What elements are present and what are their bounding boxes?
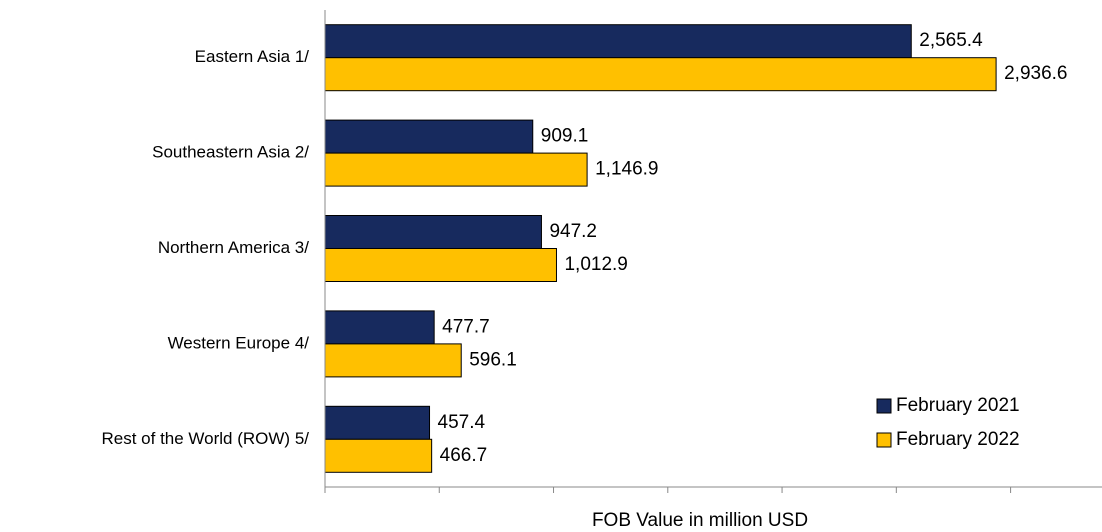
value-label: 2,936.6 — [1004, 63, 1067, 84]
y-tick-label: Southeastern Asia 2/ — [152, 143, 309, 162]
value-label: 909.1 — [541, 126, 589, 147]
legend-swatch — [876, 398, 892, 414]
value-label: 947.2 — [549, 221, 597, 242]
bar — [324, 119, 534, 154]
bar — [324, 438, 433, 473]
bar — [324, 248, 557, 282]
value-label: 1,012.9 — [564, 254, 627, 275]
value-label: 466.7 — [440, 445, 488, 466]
bar — [324, 310, 435, 345]
bar — [324, 57, 997, 92]
y-tick-label: Western Europe 4/ — [168, 333, 310, 352]
y-tick-label: Northern America 3/ — [158, 238, 309, 257]
x-axis-label: FOB Value in million USD — [592, 510, 808, 531]
bar — [324, 215, 542, 249]
value-label: 477.7 — [442, 316, 490, 337]
legend-label: February 2022 — [896, 429, 1020, 450]
y-tick-label: Rest of the World (ROW) 5/ — [101, 429, 309, 448]
bar — [324, 152, 588, 187]
value-label: 457.4 — [438, 412, 486, 433]
legend-swatch — [876, 432, 892, 448]
y-tick-label: Eastern Asia 1/ — [195, 47, 310, 66]
bar — [324, 24, 912, 59]
bar — [324, 343, 462, 378]
bar — [324, 405, 431, 440]
legend-label: February 2021 — [896, 395, 1020, 416]
value-label: 596.1 — [469, 349, 517, 370]
value-label: 2,565.4 — [919, 30, 983, 51]
value-label: 1,146.9 — [595, 159, 658, 180]
